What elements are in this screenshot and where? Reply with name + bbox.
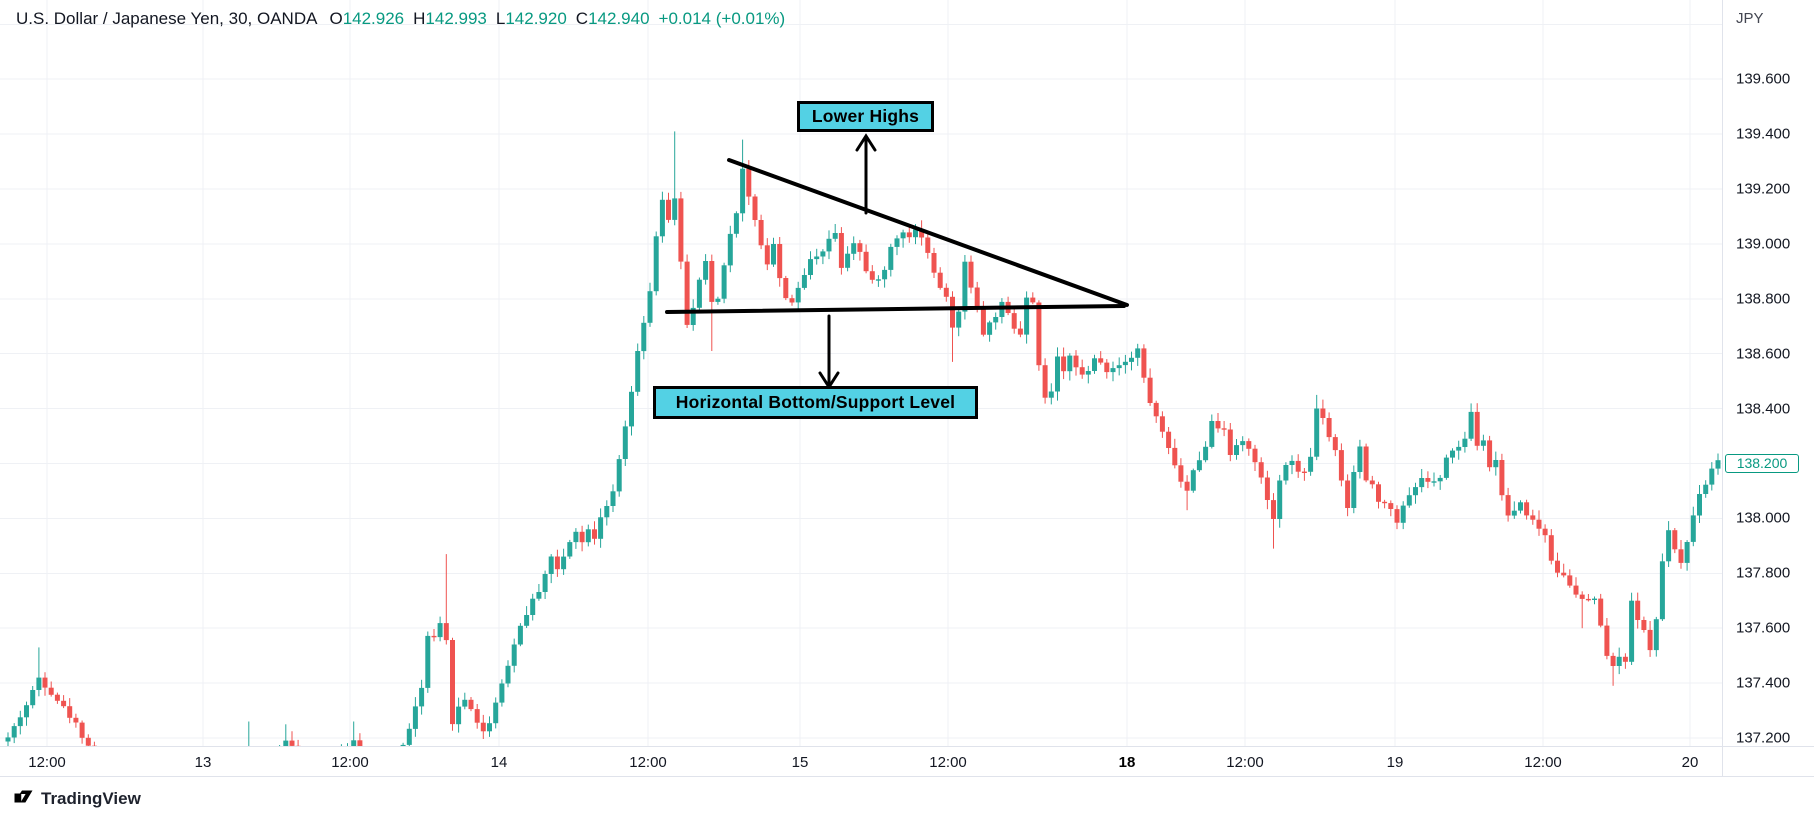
price-axis-label: 139.000	[1736, 235, 1791, 253]
price-axis-label: 138.400	[1736, 400, 1791, 418]
time-axis-label: 15	[791, 754, 809, 771]
price-axis-label: 138.600	[1736, 345, 1791, 363]
price-axis-label: 139.600	[1736, 70, 1791, 88]
lower-highs-label[interactable]: Lower Highs	[797, 101, 934, 132]
time-axis-label: 12:00	[331, 754, 369, 771]
time-axis-label: 20	[1681, 754, 1699, 771]
brand-text: TradingView	[41, 789, 141, 808]
time-axis[interactable]: 12:00 13 12:00 14 12:00 15 12:00 18 12:00 19 12:00…	[0, 746, 1814, 777]
support-line	[665, 304, 1126, 314]
symbol-legend[interactable]: U.S. Dollar / Japanese Yen, 30, OANDA O14…	[16, 9, 785, 29]
time-axis-label: 13	[194, 754, 212, 771]
lower-highs-trendline	[727, 158, 1129, 307]
up-arrow-head	[855, 133, 877, 152]
price-axis-label: 137.200	[1736, 729, 1791, 747]
tradingview-brand[interactable]: TradingView	[13, 786, 141, 812]
price-axis-label: 139.400	[1736, 125, 1791, 143]
time-axis-label: 12:00	[1226, 754, 1264, 771]
time-axis-label: 14	[490, 754, 508, 771]
price-axis-label: 137.400	[1736, 674, 1791, 692]
symbol-title: U.S. Dollar / Japanese Yen, 30, OANDA	[16, 9, 318, 28]
support-level-label[interactable]: Horizontal Bottom/Support Level	[653, 386, 978, 419]
gridlines	[0, 0, 1722, 746]
tradingview-logo-icon	[13, 786, 34, 812]
price-axis-label: 138.800	[1736, 290, 1791, 308]
footer: TradingView	[0, 777, 1814, 823]
candlestick-chart[interactable]	[0, 0, 1722, 746]
pattern-drawing[interactable]	[665, 133, 1129, 390]
current-price-badge: 138.200	[1725, 454, 1799, 473]
price-axis-label: 137.800	[1736, 564, 1791, 582]
price-change: +0.014 (+0.01%)	[658, 9, 786, 28]
ohlc-close: C142.940	[575, 9, 650, 28]
ohlc-low: L142.920	[495, 9, 567, 28]
ohlc-open: O142.926	[329, 9, 405, 28]
time-axis-label: 12:00	[1524, 754, 1562, 771]
time-axis-label: 12:00	[28, 754, 66, 771]
time-axis-label: 12:00	[629, 754, 667, 771]
time-axis-label: 18	[1118, 754, 1136, 771]
price-axis[interactable]: JPY 139.600 139.400 139.200 139.000 138.800 1…	[1722, 0, 1814, 747]
price-axis-label: 138.000	[1736, 509, 1791, 527]
time-axis-label: 19	[1386, 754, 1404, 771]
time-axis-label: 12:00	[929, 754, 967, 771]
candles	[5, 131, 1721, 746]
price-axis-label: 137.600	[1736, 619, 1791, 637]
chart-pane[interactable]: U.S. Dollar / Japanese Yen, 30, OANDA O14…	[0, 0, 1722, 746]
price-axis-label: 139.200	[1736, 180, 1791, 198]
price-axis-unit: JPY	[1736, 10, 1764, 27]
axis-corner-divider	[1722, 747, 1723, 777]
ohlc-high: H142.993	[413, 9, 487, 28]
